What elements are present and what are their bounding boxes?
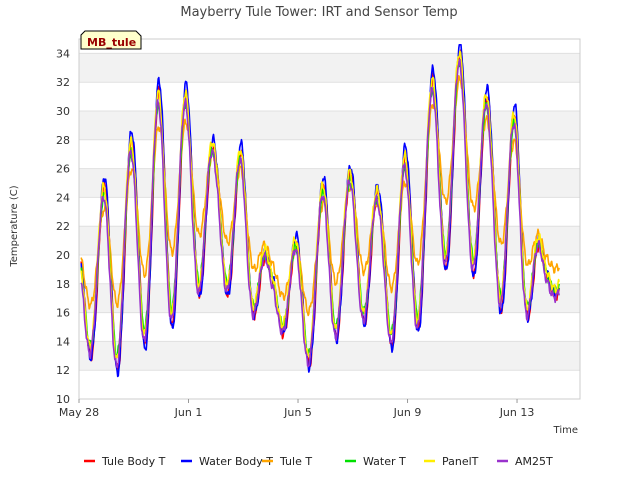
y-tick-label: 14	[56, 335, 70, 348]
series-line	[80, 58, 560, 369]
y-tick-label: 34	[56, 47, 70, 60]
legend-label: AM25T	[515, 455, 553, 468]
x-tick-label: May 28	[59, 406, 99, 419]
y-tick-label: 16	[56, 307, 70, 320]
series-layer	[80, 43, 560, 378]
chart-title: Mayberry Tule Tower: IRT and Sensor Temp	[180, 5, 457, 20]
legend-label: Tule T	[279, 455, 312, 468]
legend-label: Tule Body T	[101, 455, 166, 468]
x-axis-label: Time	[553, 425, 578, 436]
mb-tule-badge: MB_tule	[80, 30, 142, 50]
y-tick-label: 10	[56, 393, 70, 406]
y-tick-label: 24	[56, 191, 70, 204]
legend-label: PanelT	[442, 455, 479, 468]
y-tick-label: 18	[56, 278, 70, 291]
legend-label: Water Body T	[199, 455, 273, 468]
y-tick-label: 22	[56, 220, 70, 233]
badge-label: MB_tule	[87, 36, 136, 49]
y-tick-label: 32	[56, 76, 70, 89]
y-tick-label: 28	[56, 134, 70, 147]
grid-band	[79, 53, 580, 83]
y-ticks: 10 12 14 16 18 20 22 24 26 28 30 32 34	[56, 47, 70, 406]
y-tick-label: 26	[56, 163, 70, 176]
y-tick-label: 30	[56, 105, 70, 118]
x-ticks: May 28 Jun 1 Jun 5 Jun 9 Jun 13	[59, 399, 535, 419]
legend-label: Water T	[363, 455, 406, 468]
x-tick-label: Jun 13	[499, 406, 535, 419]
plot-frame	[78, 38, 581, 400]
y-axis-label: Temperature (C)	[9, 185, 20, 267]
grid-band	[79, 341, 580, 371]
badge-box	[80, 30, 142, 50]
x-tick-label: Jun 1	[174, 406, 203, 419]
x-tick-label: Jun 5	[283, 406, 312, 419]
y-tick-label: 20	[56, 249, 70, 262]
y-tick-label: 12	[56, 364, 70, 377]
legend: Tule Body T Water Body T Tule T Water T Pane…	[84, 455, 553, 468]
x-tick-label: Jun 9	[393, 406, 422, 419]
